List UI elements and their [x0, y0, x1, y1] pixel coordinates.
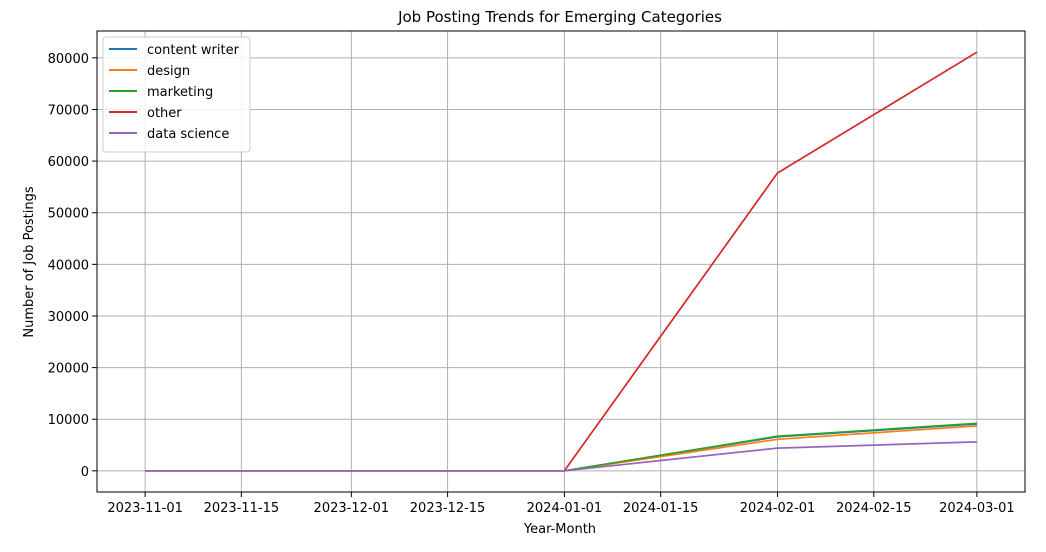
y-tick-label: 50000: [48, 207, 89, 222]
legend-label: design: [147, 64, 190, 79]
legend-label: content writer: [147, 43, 240, 58]
x-tick-label: 2024-02-01: [740, 501, 816, 516]
plot-frame: [96, 30, 1026, 493]
y-tick-label: 60000: [48, 155, 89, 170]
x-tick-label: 2023-12-15: [410, 501, 486, 516]
y-tick-label: 10000: [48, 413, 89, 428]
x-tick-label: 2023-11-01: [107, 501, 183, 516]
y-tick-label: 20000: [48, 362, 89, 377]
x-tick-label: 2024-02-15: [836, 501, 912, 516]
y-tick-label: 40000: [48, 258, 89, 273]
series-line-data-science: [145, 441, 977, 472]
x-tick-label: 2024-01-15: [623, 501, 699, 516]
y-tick-label: 0: [81, 465, 89, 480]
y-tick-label: 70000: [48, 103, 89, 118]
series-line-other: [145, 51, 978, 472]
x-tick-label: 2023-12-01: [314, 501, 390, 516]
x-tick-label: 2023-11-15: [204, 501, 280, 516]
series-lines: [145, 51, 978, 472]
x-tick-label: 2024-03-01: [939, 501, 1015, 516]
legend-label: other: [147, 106, 182, 121]
grid: [97, 31, 1025, 492]
x-tick-label: 2024-01-01: [527, 501, 603, 516]
legend-label: marketing: [147, 85, 213, 100]
legend: content writer design marketing other data s…: [102, 36, 251, 153]
x-axis-label: Year-Month: [523, 522, 596, 537]
axis-ticks: 2023-11-01 2023-11-15 2023-12-01 2023-12-15…: [48, 52, 1015, 516]
legend-box: [102, 36, 251, 153]
y-tick-label: 80000: [48, 52, 89, 67]
y-axis-label: Number of Job Postings: [22, 186, 37, 337]
plot-border: [96, 30, 1026, 493]
legend-label: data science: [147, 127, 229, 142]
chart-title: Job Posting Trends for Emerging Categori…: [397, 8, 722, 26]
series-line-marketing: [145, 422, 977, 472]
y-tick-label: 30000: [48, 310, 89, 325]
